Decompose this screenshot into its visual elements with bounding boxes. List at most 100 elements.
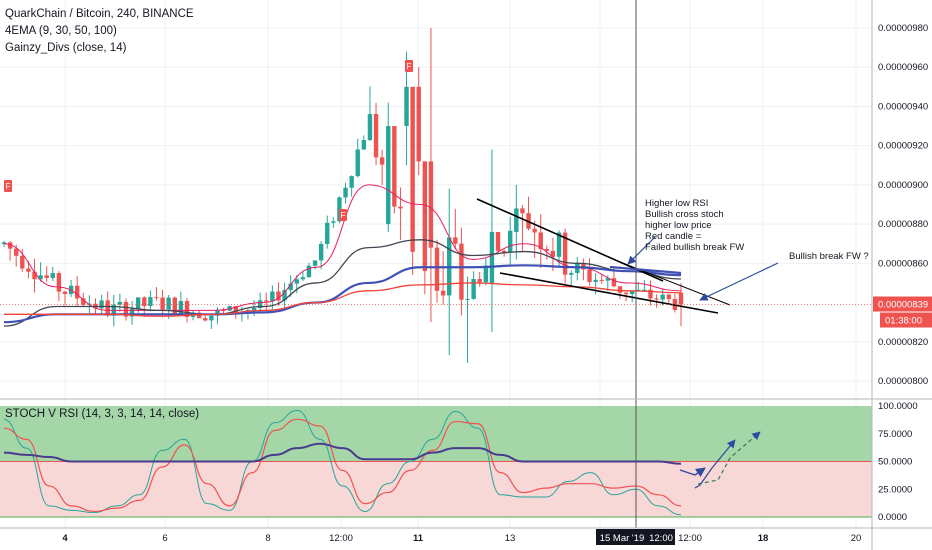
crosshair-date-text: 15 Mar '19 [600, 533, 645, 544]
candle-body [26, 268, 31, 272]
candle-body [367, 114, 373, 141]
price-tick-label: 0.00000820 [878, 337, 928, 348]
stoch-series-line [3, 418, 682, 513]
candle-body [318, 243, 324, 261]
f-marker-label: F [6, 182, 11, 191]
rsi-note: Higher low RSI Bullish cross stoch highe… [645, 198, 744, 253]
candle-body [99, 300, 104, 309]
candle-body [623, 292, 629, 295]
candle-body [203, 318, 208, 321]
ema-legend: 4EMA (9, 30, 50, 100) [5, 25, 117, 37]
candle-body [135, 297, 141, 309]
candle-body [648, 289, 653, 299]
candle-body [373, 114, 379, 158]
candle-body [556, 232, 562, 257]
note-arrow [627, 236, 656, 265]
candle-body [404, 86, 409, 127]
candle-body [306, 265, 312, 278]
candle-body [562, 232, 568, 275]
candle-body [129, 308, 135, 317]
candle-body [276, 291, 281, 301]
candle-body [538, 232, 543, 250]
candle-body [678, 292, 684, 305]
price-tick-label: 0.00000920 [878, 141, 928, 152]
candle-body [532, 228, 537, 233]
candle-body [410, 86, 415, 252]
f-marker-label: F [407, 62, 412, 71]
candle-body [44, 275, 49, 278]
ema-extension [609, 265, 682, 275]
candle-body [514, 208, 519, 232]
time-tick-label: 20 [851, 533, 862, 544]
stoch-tick-label: 50.0000 [878, 457, 912, 468]
price-tick-label: 0.00000940 [878, 101, 928, 112]
f-marker [339, 209, 347, 221]
price-tick-label: 0.00000880 [878, 219, 928, 230]
candle-body [428, 161, 434, 248]
time-tick-label: 12:00 [329, 533, 353, 544]
stoch-series-line [3, 409, 682, 516]
candle-body [361, 140, 367, 150]
candle-body [184, 301, 190, 317]
candle-body [209, 315, 214, 321]
candle-body [331, 221, 336, 223]
candle-body [617, 286, 623, 293]
ema-line [3, 239, 682, 327]
bullish-break-note: Bullish break FW ? [789, 251, 869, 262]
divs-legend: Gainzy_Divs (close, 14) [5, 42, 127, 54]
candle-body [20, 255, 25, 269]
candle-body [508, 230, 513, 253]
stoch-series-line [3, 442, 682, 465]
candle-body [172, 297, 177, 315]
candle-body [142, 297, 147, 307]
candle-body [501, 250, 507, 253]
candle-body [660, 294, 665, 300]
time-tick-label: 18 [758, 533, 769, 544]
candle-body [81, 298, 86, 305]
bullish-arrow [699, 262, 779, 301]
stoch-tick-label: 0.0000 [878, 512, 907, 523]
candle-body [587, 269, 592, 282]
time-tick-label: 8 [265, 533, 270, 544]
candle-body [13, 248, 19, 256]
candle-body [349, 176, 354, 188]
candle-body [56, 273, 62, 292]
oversold-zone [0, 461, 872, 517]
candle-body [1, 242, 7, 244]
candle-body [459, 243, 464, 300]
crosshair-date-badge [596, 529, 648, 545]
countdown-text: 01:38:00 [885, 316, 922, 327]
crosshair-time-badge [648, 529, 675, 545]
price-grid [0, 0, 872, 528]
candle-body [386, 126, 391, 225]
candle-body [233, 306, 238, 314]
candle-body [489, 231, 495, 283]
candle-body [148, 297, 153, 307]
candle-body [160, 297, 165, 310]
f-marker [4, 180, 12, 192]
time-tick-label: 12:00 [678, 533, 702, 544]
candle-body [215, 310, 220, 316]
candle-body [105, 300, 110, 316]
candle-body [32, 271, 37, 280]
candle-body [471, 278, 476, 299]
candle-body [465, 298, 470, 300]
candle-body [300, 277, 306, 280]
candle-body [550, 250, 556, 257]
stoch-tick-label: 100.0000 [878, 401, 918, 412]
candle-body [294, 279, 299, 284]
candle-body [117, 301, 123, 305]
candle-body [605, 278, 611, 281]
chart-title: QuarkChain / Bitcoin, 240, BINANCE [5, 8, 194, 20]
candle-body [282, 289, 287, 301]
candle-body [398, 206, 403, 209]
candle-body [264, 300, 269, 302]
candle-body [325, 222, 330, 244]
candle-body [544, 249, 550, 251]
f-marker [405, 60, 413, 72]
note-line: higher low price [645, 220, 712, 231]
candle-body [642, 289, 647, 291]
candle-body [569, 272, 574, 275]
